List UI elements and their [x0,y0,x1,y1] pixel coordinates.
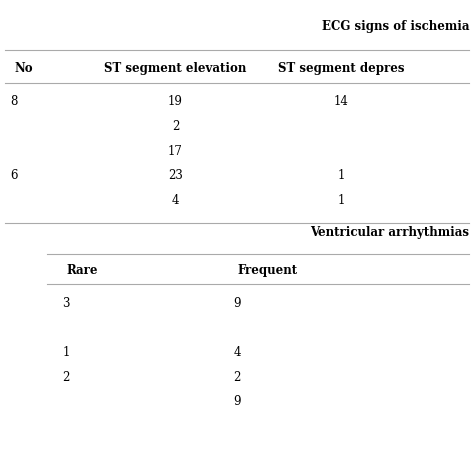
Text: 9: 9 [233,395,241,409]
Text: Rare: Rare [66,264,98,277]
Text: 4: 4 [233,346,241,359]
Text: 2: 2 [172,120,179,133]
Text: ST segment depres: ST segment depres [278,62,404,75]
Text: ECG signs of ischemia: ECG signs of ischemia [322,20,469,33]
Text: 3: 3 [63,297,70,310]
Text: ST segment elevation: ST segment elevation [104,62,246,75]
Text: 19: 19 [168,95,183,109]
Text: 1: 1 [337,169,345,182]
Text: Frequent: Frequent [237,264,297,277]
Text: 2: 2 [63,371,70,384]
Text: 1: 1 [63,346,70,359]
Text: 23: 23 [168,169,183,182]
Text: 9: 9 [233,297,241,310]
Text: 17: 17 [168,145,183,158]
Text: No: No [14,62,33,75]
Text: 14: 14 [334,95,349,109]
Text: 1: 1 [337,194,345,207]
Text: 2: 2 [233,371,241,384]
Text: Ventricular arrhythmias: Ventricular arrhythmias [310,227,469,239]
Text: 6: 6 [10,169,18,182]
Text: 8: 8 [10,95,18,109]
Text: 4: 4 [172,194,179,207]
